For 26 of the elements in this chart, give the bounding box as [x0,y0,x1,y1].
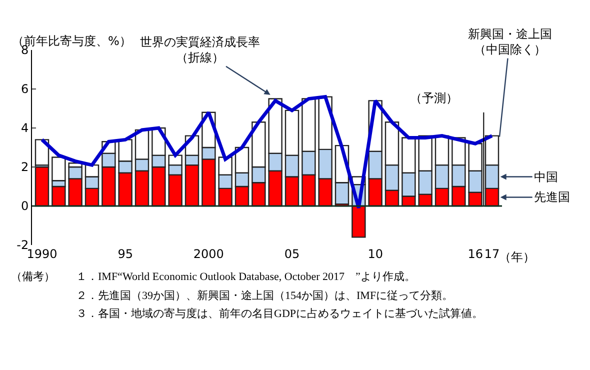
x-tick-label: 1990 [26,247,58,261]
y-tick-label: -2 [16,238,29,252]
text: ３．各国・地域の寄与度は、前年の名目GDPに占めるウェイトに基づいた試算値。 [76,307,484,320]
text: 世界の実質経済成長率（折線） [140,35,260,65]
text: 先進国 [534,190,570,204]
x-tick-label: 10 [368,247,383,261]
text: １．IMF“World Economic Outlook Database, October 2017 ”より作成。 [76,270,416,283]
x-tick-label: 2000 [193,247,224,261]
x-tick-label: 95 [118,247,133,261]
x-axis-title: （年） [499,250,535,264]
x-tick-label: 05 [284,247,300,261]
text: 中国 [534,170,558,184]
x-tick-label: 16 [468,247,483,261]
text: 新興国・途上国（中国除く） [468,27,552,57]
y-tick-label: 2 [20,160,29,174]
y-tick-label: 6 [20,82,29,96]
bar [52,186,66,207]
y-tick-label: 0 [20,199,29,214]
bar [34,139,50,166]
ref-line-label: （予測） [410,91,458,105]
bar [34,166,50,207]
text: （備考） [11,270,55,283]
y-tick-label: 4 [20,121,29,136]
y-axis-title: （前年比寄与度、%） [12,34,132,48]
x-tick-label: 17 [484,247,500,261]
text: ２．先進国（39か国）、新興国・途上国（154か国）は、IMFに従って分類。 [76,289,454,302]
